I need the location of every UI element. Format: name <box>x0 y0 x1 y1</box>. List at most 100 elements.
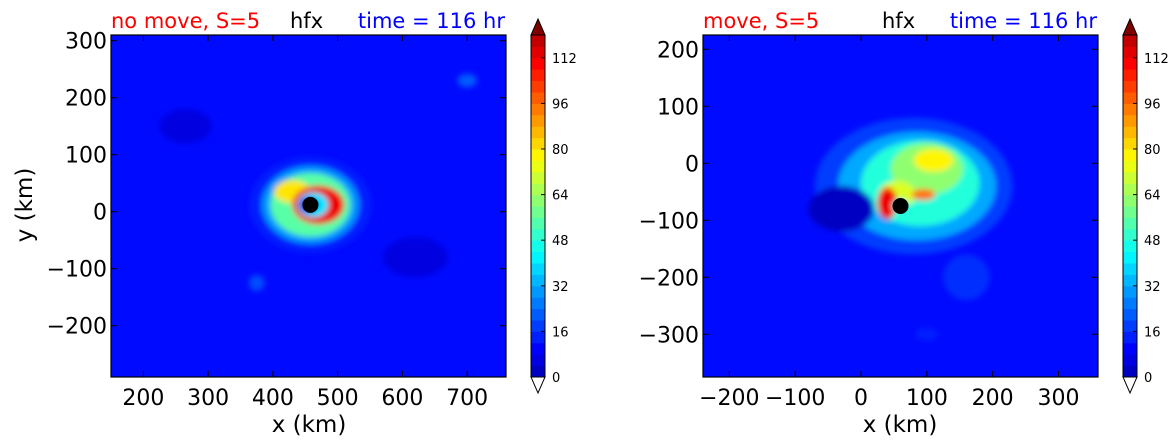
colorbar-tick-label: 48 <box>552 234 569 249</box>
colorbar-segment <box>1123 320 1137 332</box>
colorbar-segment <box>531 354 545 367</box>
colorbar-segment <box>531 320 545 332</box>
colorbar-segment <box>531 149 545 161</box>
y-tick-label: 100 <box>657 95 699 120</box>
colorbar-segment <box>531 342 545 355</box>
y-tick-label: −100 <box>639 209 699 234</box>
x-tick-label: 400 <box>252 386 294 411</box>
y-tick-label: −200 <box>47 315 107 340</box>
colorbar-extend-max <box>1122 17 1138 36</box>
colorbar-segment <box>531 137 545 150</box>
colorbar-segment <box>531 69 545 82</box>
colorbar-segment <box>531 171 545 184</box>
title-right: time = 116 hr <box>950 9 1097 33</box>
panel-move: move, S=5 hfx time = 116 hr −200 −100 0 100… <box>639 9 1169 438</box>
colorbar-segment <box>1123 274 1137 287</box>
colorbar-segment <box>531 114 545 127</box>
colorbar-segment <box>1123 228 1137 241</box>
x-tick-label: 500 <box>317 386 359 411</box>
y-tick-label: −300 <box>639 323 699 348</box>
x-axis-label: x (km) <box>863 412 938 438</box>
x-tick-label: 700 <box>446 386 488 411</box>
colorbar-segment <box>1123 342 1137 355</box>
colorbar-segment <box>531 274 545 287</box>
colorbar-extend-min <box>530 376 546 395</box>
colorbar-segment <box>531 80 545 93</box>
x-tick-label: 0 <box>854 386 868 411</box>
colorbar-segment <box>1123 285 1137 298</box>
field-contour <box>457 73 477 88</box>
field-contour <box>248 274 265 291</box>
storm-center-marker <box>302 196 319 213</box>
colorbar-segment <box>531 57 545 70</box>
colorbar-segment <box>1123 217 1137 230</box>
field-contour <box>877 187 898 220</box>
colorbar: 0 16 32 48 64 80 96 112 <box>1122 17 1169 395</box>
colorbar-segment <box>1123 206 1137 218</box>
colorbar-tick-label: 0 <box>552 371 560 386</box>
colorbar-tick-label: 80 <box>552 143 569 158</box>
colorbar-segment <box>1123 354 1137 367</box>
colorbar-tick-label: 112 <box>1144 52 1169 67</box>
x-tick-label: −200 <box>699 386 759 411</box>
colorbar-segment <box>1123 80 1137 93</box>
x-tick-label: 600 <box>381 386 423 411</box>
y-tick-label: 0 <box>93 201 107 226</box>
title-right: time = 116 hr <box>358 9 505 33</box>
colorbar-segment <box>531 183 545 196</box>
colorbar-tick-label: 96 <box>1144 97 1161 112</box>
colorbar-segment <box>531 103 545 116</box>
colorbar-segment <box>531 263 545 275</box>
colorbar-tick-label: 32 <box>1144 280 1161 295</box>
colorbar-segment <box>531 297 545 310</box>
field-contour <box>808 186 875 232</box>
colorbar-extend-min <box>1122 376 1138 395</box>
y-tick-label: −200 <box>639 266 699 291</box>
y-tick-label: 100 <box>65 144 107 169</box>
colorbar-segment <box>1123 365 1137 378</box>
x-axis-label: x (km) <box>272 412 347 438</box>
colorbar-segment <box>531 308 545 321</box>
title-center: hfx <box>882 9 915 33</box>
colorbar-segment <box>531 206 545 218</box>
colorbar-segment <box>1123 35 1137 47</box>
storm-center-marker <box>892 198 909 214</box>
field-contour <box>914 327 939 342</box>
colorbar-tick-label: 32 <box>552 280 569 295</box>
field-contour <box>159 109 212 144</box>
colorbar-segment <box>531 92 545 104</box>
x-tick-label: 200 <box>122 386 164 411</box>
plot-frame <box>702 34 1099 378</box>
colorbar-segment <box>1123 183 1137 196</box>
colorbar-segment <box>1123 308 1137 321</box>
colorbar-segment <box>1123 171 1137 184</box>
field-contour <box>913 149 954 172</box>
plot-frame <box>110 34 507 378</box>
colorbar-tick-label: 0 <box>1144 371 1152 386</box>
colorbar-tick-label: 16 <box>1144 325 1161 340</box>
colorbar-segment <box>1123 57 1137 70</box>
colorbar-segment <box>531 331 545 344</box>
y-tick-label: −100 <box>47 258 107 283</box>
colorbar-segment <box>531 251 545 264</box>
colorbar-segment <box>531 228 545 241</box>
y-tick-label: 300 <box>65 30 107 55</box>
colorbar-extend-max <box>530 17 546 36</box>
y-tick-label: 0 <box>685 152 699 177</box>
colorbar-segment <box>531 194 545 207</box>
title-left: no move, S=5 <box>111 9 260 33</box>
colorbar-segment <box>1123 114 1137 127</box>
colorbar-tick-label: 80 <box>1144 143 1161 158</box>
field-contour <box>382 237 448 278</box>
colorbar: 0 16 32 48 64 80 96 112 <box>530 17 577 395</box>
colorbar-segment <box>531 160 545 173</box>
colorbar-segment <box>1123 69 1137 82</box>
colorbar-segment <box>1123 149 1137 161</box>
heatmap-plot: 200 300 400 500 600 700 −200 −100 0 100 200 300 <box>47 30 507 411</box>
colorbar-tick-label: 48 <box>1144 234 1161 249</box>
colorbar-segment <box>1123 194 1137 207</box>
colorbar-tick-label: 112 <box>552 52 577 67</box>
y-tick-label: 200 <box>65 87 107 112</box>
field-contour <box>943 254 990 301</box>
